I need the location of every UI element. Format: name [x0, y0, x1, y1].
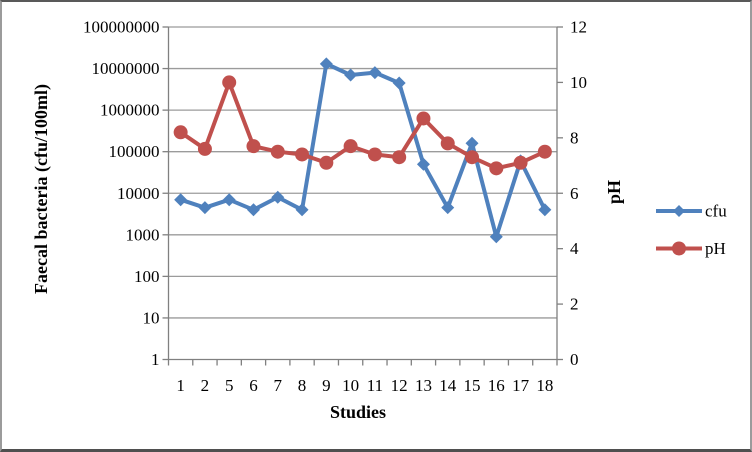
- cfu-data-point-marker: [368, 66, 382, 80]
- legend-diamond-marker-icon: [673, 205, 685, 217]
- pH-data-point-marker: [197, 141, 212, 156]
- pH-data-point-marker: [319, 155, 334, 170]
- x-axis-category-label: 13: [415, 376, 432, 395]
- pH-data-point-marker: [513, 155, 528, 170]
- x-axis-title: Studies: [330, 402, 386, 422]
- cfu-series: [174, 57, 552, 244]
- legend-entry-cfu: cfu: [656, 202, 727, 221]
- left-axis-tick-label: 10000000: [92, 59, 160, 78]
- x-axis-category-label: 11: [367, 376, 383, 395]
- x-axis-category-label: 7: [274, 376, 283, 395]
- right-axis-title: pH: [604, 180, 624, 204]
- x-axis-category-label: 12: [391, 376, 408, 395]
- pH-data-point-marker: [270, 144, 285, 159]
- cfu-data-point-marker: [198, 201, 212, 215]
- legend-circle-marker-icon: [672, 241, 686, 256]
- cfu-data-point-marker: [538, 203, 552, 217]
- left-axis-tick-label: 10: [143, 308, 160, 327]
- pH-data-point-marker: [537, 144, 552, 159]
- cfu-data-point-marker: [319, 57, 333, 71]
- x-axis-category-label: 5: [225, 376, 234, 395]
- pH-data-point-marker: [392, 150, 407, 165]
- left-axis-tick-label: 1: [151, 350, 160, 369]
- pH-series-line: [178, 80, 547, 171]
- x-axis-category-label: 10: [342, 376, 359, 395]
- legend-label-cfu: cfu: [705, 202, 727, 221]
- right-axis-tick-label: 8: [570, 128, 579, 147]
- cfu-data-point-marker: [222, 193, 236, 207]
- cfu-series-line: [178, 61, 547, 239]
- x-axis-category-label: 1: [176, 376, 185, 395]
- x-axis-category-label: 14: [439, 376, 457, 395]
- left-axis-tick-label: 1000: [126, 225, 160, 244]
- x-axis-category-label: 18: [536, 376, 553, 395]
- pH-data-point-marker: [440, 136, 455, 151]
- left-axis-tick-label: 100000000: [83, 18, 160, 37]
- x-axis-category-label: 2: [201, 376, 210, 395]
- cfu-data-point-marker: [344, 68, 358, 82]
- cfu-data-point-marker: [174, 193, 188, 207]
- cfu-data-point-marker: [441, 201, 455, 215]
- cfu-data-point-marker: [392, 76, 406, 90]
- pH-data-point-marker: [222, 75, 237, 90]
- right-axis-tick-label: 2: [570, 295, 579, 314]
- pH-data-point-marker: [343, 139, 358, 154]
- x-axis-category-label: 15: [464, 376, 481, 395]
- legend: cfu pH: [656, 202, 727, 258]
- pH-data-point-marker: [173, 125, 188, 140]
- pH-data-point-marker: [416, 111, 431, 126]
- left-axis-tick-label: 10000: [117, 184, 160, 203]
- pH-data-point-marker: [489, 161, 504, 176]
- y-axis-title: Faecal bacteria (cfu/100ml): [31, 84, 52, 294]
- pH-data-point-marker: [465, 150, 480, 165]
- pH-series: [173, 75, 552, 176]
- cfu-data-point-marker: [416, 157, 430, 171]
- pH-data-point-marker: [246, 139, 261, 154]
- cfu-data-point-marker: [489, 230, 503, 244]
- left-axis-tick-label: 100000: [109, 142, 160, 161]
- cfu-data-point-marker: [271, 190, 285, 204]
- cfu-data-point-marker: [295, 203, 309, 217]
- right-axis-tick-label: 12: [570, 18, 587, 37]
- left-axis-tick-label: 1000000: [100, 101, 160, 120]
- pH-data-point-marker: [295, 147, 310, 162]
- legend-label-pH: pH: [705, 239, 726, 258]
- x-axis-category-label: 9: [322, 376, 331, 395]
- right-axis-tick-label: 10: [570, 73, 587, 92]
- right-axis-tick-label: 6: [570, 184, 579, 203]
- left-axis-tick-label: 100: [134, 267, 160, 286]
- right-axis-tick-label: 0: [570, 350, 579, 369]
- x-axis-category-label: 17: [512, 376, 530, 395]
- right-axis-tick-label: 4: [570, 239, 579, 258]
- cfu-data-point-marker: [465, 136, 479, 150]
- x-axis-category-label: 8: [298, 376, 307, 395]
- cfu-data-point-marker: [246, 203, 260, 217]
- legend-entry-pH: pH: [656, 239, 726, 258]
- x-axis-category-label: 6: [249, 376, 258, 395]
- x-axis-category-label: 16: [488, 376, 505, 395]
- pH-data-point-marker: [367, 147, 382, 162]
